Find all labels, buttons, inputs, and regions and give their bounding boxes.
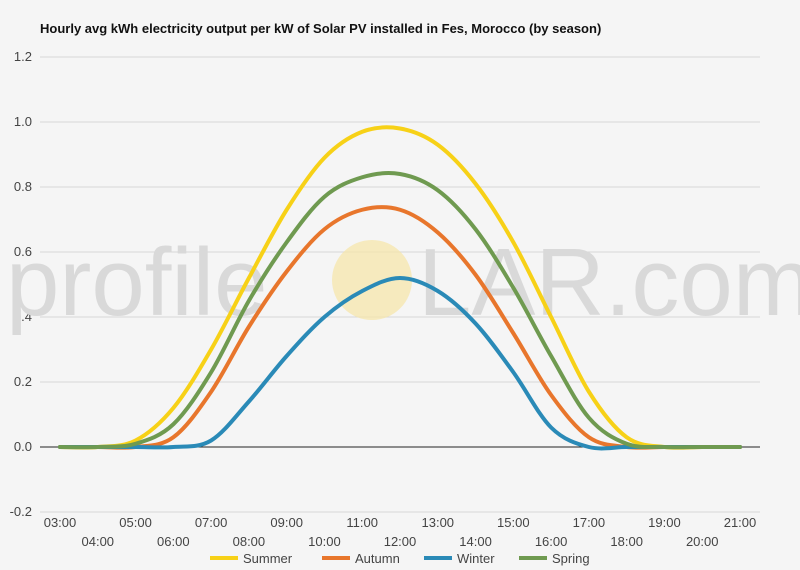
x-tick-label: 14:00: [459, 534, 492, 549]
series-lines: [58, 125, 742, 451]
legend-label-spring: Spring: [552, 551, 590, 566]
x-tick-label: 04:00: [82, 534, 115, 549]
y-tick-label: 0.0: [14, 439, 32, 454]
watermark: profile LAR.com: [6, 229, 800, 336]
x-tick-label: 10:00: [308, 534, 341, 549]
y-tick-label: 1.2: [14, 49, 32, 64]
x-tick-label: 18:00: [610, 534, 643, 549]
x-tick-label: 13:00: [422, 515, 455, 530]
legend: Summer Autumn Winter Spring: [210, 551, 590, 566]
y-tick-label: 0.8: [14, 179, 32, 194]
legend-label-autumn: Autumn: [355, 551, 400, 566]
y-tick-label: -0.2: [10, 504, 32, 519]
watermark-sun-icon: [332, 240, 412, 320]
series-line-winter: [58, 276, 742, 451]
y-tick-label: 1.0: [14, 114, 32, 129]
legend-label-summer: Summer: [243, 551, 293, 566]
legend-label-winter: Winter: [457, 551, 495, 566]
x-tick-label: 15:00: [497, 515, 530, 530]
y-tick-label: 0.2: [14, 374, 32, 389]
x-tick-label: 07:00: [195, 515, 228, 530]
chart-title: Hourly avg kWh electricity output per kW…: [40, 21, 601, 36]
x-tick-label: 20:00: [686, 534, 719, 549]
x-tick-label: 08:00: [233, 534, 266, 549]
x-tick-label: 21:00: [724, 515, 757, 530]
series-line-spring: [58, 171, 742, 450]
series-line-summer: [58, 125, 742, 450]
y-axis: -0.2 0.0 0.2 0.4 0.6 0.8 1.0 1.2: [10, 49, 32, 519]
x-tick-label: 16:00: [535, 534, 568, 549]
y-tick-label: 0.4: [14, 309, 32, 324]
x-tick-label: 05:00: [119, 515, 152, 530]
watermark-text-right: LAR.com: [418, 229, 800, 336]
watermark-text-left: profile: [6, 229, 267, 336]
x-tick-label: 19:00: [648, 515, 681, 530]
x-axis: 03:00 04:00 05:00 06:00 07:00 08:00 09:00 10:00…: [44, 515, 757, 549]
y-tick-label: 0.6: [14, 244, 32, 259]
x-tick-label: 09:00: [270, 515, 303, 530]
x-tick-label: 11:00: [346, 515, 378, 530]
x-tick-label: 03:00: [44, 515, 77, 530]
x-tick-label: 17:00: [573, 515, 606, 530]
x-tick-label: 12:00: [384, 534, 417, 549]
x-tick-label: 06:00: [157, 534, 190, 549]
